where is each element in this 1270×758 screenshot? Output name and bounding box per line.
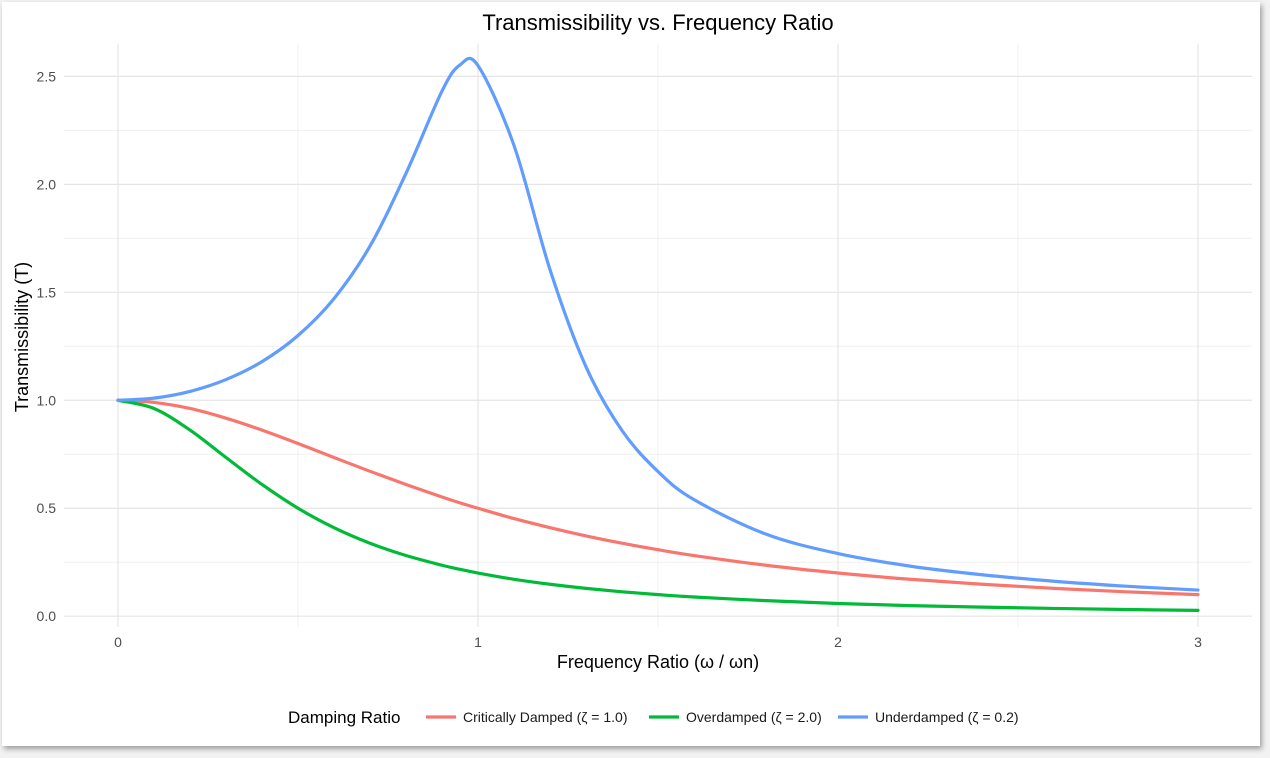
x-tick-label: 1 — [474, 634, 482, 650]
chart-frame: 0 1 2 3 0.0 0.5 1.0 1.5 2.0 2.5 Transmissibility … — [2, 2, 1260, 746]
y-tick-label: 1.0 — [37, 392, 57, 408]
x-tick-label: 2 — [834, 634, 842, 650]
series-line-overdamped — [116, 398, 1200, 612]
axis-layer: 0 1 2 3 0.0 0.5 1.0 1.5 2.0 2.5 — [37, 68, 1203, 650]
series-line-critically-damped — [116, 398, 1200, 597]
legend-label-overdamped: Overdamped (ζ = 2.0) — [686, 709, 822, 725]
grid-layer — [64, 44, 1252, 627]
legend-title: Damping Ratio — [288, 708, 400, 727]
series-layer — [116, 56, 1200, 612]
legend-label-critically-damped: Critically Damped (ζ = 1.0) — [463, 709, 628, 725]
x-tick-label: 0 — [114, 634, 122, 650]
y-tick-label: 2.5 — [37, 68, 57, 84]
chart-title: Transmissibility vs. Frequency Ratio — [482, 10, 833, 35]
y-tick-label: 2.0 — [37, 176, 57, 192]
x-tick-label: 3 — [1194, 634, 1202, 650]
y-tick-label: 1.5 — [37, 284, 57, 300]
y-tick-label: 0.5 — [37, 500, 57, 516]
x-axis-title: Frequency Ratio (ω / ωn) — [557, 652, 759, 672]
y-axis-title: Transmissibility (T) — [12, 262, 32, 412]
series-line-underdamped — [116, 56, 1200, 592]
transmissibility-chart: 0 1 2 3 0.0 0.5 1.0 1.5 2.0 2.5 Transmissibility … — [12, 10, 1252, 727]
legend-label-underdamped: Underdamped (ζ = 0.2) — [875, 709, 1019, 725]
y-tick-label: 0.0 — [37, 608, 57, 624]
legend: Damping Ratio Critically Damped (ζ = 1.0… — [288, 708, 1019, 727]
